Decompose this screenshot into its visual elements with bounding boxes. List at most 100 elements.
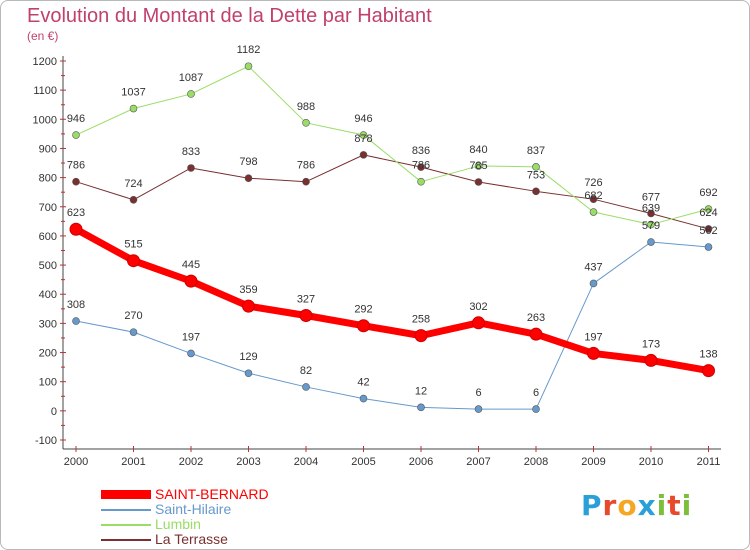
series-line-la-terrasse — [75, 154, 709, 230]
data-point — [187, 164, 195, 172]
data-label: 197 — [584, 331, 602, 343]
data-label: 833 — [182, 146, 200, 158]
data-point — [359, 394, 368, 403]
x-tick-label: 2002 — [179, 456, 203, 468]
x-tick-label: 2006 — [409, 456, 433, 468]
data-label: 270 — [124, 310, 142, 322]
data-point — [589, 279, 598, 288]
x-tick-label: 2011 — [697, 456, 721, 468]
x-tick-label: 2007 — [466, 456, 490, 468]
data-point — [242, 299, 255, 313]
data-point — [647, 238, 655, 246]
data-label: 138 — [699, 349, 717, 361]
logo-letter: r — [602, 489, 618, 522]
logo-letter: P — [581, 489, 603, 522]
logo-letter: x — [637, 489, 657, 522]
data-point — [644, 353, 658, 367]
chart-subtitle: (en €) — [27, 29, 59, 43]
data-point — [704, 243, 713, 251]
y-tick-label: 700 — [39, 202, 57, 214]
data-label: 840 — [469, 144, 487, 156]
data-label: 82 — [300, 365, 312, 377]
x-tick-label: 2000 — [64, 456, 88, 468]
data-point — [532, 163, 540, 171]
data-point — [72, 317, 80, 325]
data-point — [244, 174, 253, 182]
x-tick-label: 2010 — [639, 456, 663, 468]
data-point — [417, 177, 425, 186]
data-point — [357, 319, 370, 333]
data-point — [417, 403, 425, 412]
data-label: 878 — [354, 133, 372, 145]
data-point — [302, 119, 310, 127]
data-label: 173 — [642, 338, 660, 350]
data-label: 515 — [124, 239, 142, 251]
data-label: 837 — [527, 145, 545, 157]
data-point — [187, 90, 195, 98]
data-label: 12 — [415, 385, 427, 397]
data-point — [359, 131, 368, 139]
data-point — [187, 349, 195, 358]
data-label: 624 — [699, 207, 717, 219]
logo-letter: i — [681, 489, 693, 522]
data-label: 1037 — [121, 87, 145, 99]
data-point — [184, 274, 198, 288]
y-tick-label: 1000 — [33, 114, 57, 126]
data-label: 42 — [357, 377, 369, 389]
data-point — [474, 405, 483, 413]
y-tick-label: 200 — [39, 348, 57, 360]
data-point — [589, 208, 598, 216]
data-label: 946 — [354, 113, 372, 125]
legend-label: Lumbin — [155, 516, 201, 532]
data-point — [647, 209, 655, 218]
x-tick-label: 2004 — [294, 456, 318, 468]
data-point — [299, 309, 313, 323]
x-tick-label: 2008 — [524, 456, 548, 468]
y-tick-label: 900 — [39, 143, 57, 155]
data-label: 308 — [67, 299, 85, 311]
data-label: 786 — [297, 160, 315, 172]
data-label: 786 — [412, 160, 430, 172]
data-label: 6 — [475, 387, 481, 399]
data-label: 946 — [67, 113, 85, 125]
data-label: 437 — [584, 261, 602, 273]
data-point — [704, 225, 713, 233]
x-tick-label: 2009 — [581, 456, 605, 468]
data-point — [472, 316, 485, 330]
data-label: 753 — [527, 169, 545, 181]
data-label: 988 — [297, 101, 315, 113]
x-tick-label: 2003 — [236, 456, 260, 468]
data-point — [72, 177, 80, 186]
data-label: 129 — [239, 351, 257, 363]
data-label: 836 — [412, 145, 430, 157]
y-tick-label: 1100 — [33, 85, 57, 97]
y-tick-label: 600 — [39, 231, 57, 243]
data-label: 726 — [584, 177, 602, 189]
proxiti-logo: Proxiti — [581, 489, 692, 522]
y-tick-label: 400 — [39, 289, 57, 301]
data-label: 724 — [124, 178, 142, 190]
data-point — [702, 364, 715, 378]
legend-label: La Terrasse — [155, 531, 228, 547]
data-point — [414, 329, 428, 343]
data-label: 682 — [584, 190, 602, 202]
data-label: 445 — [182, 259, 200, 271]
data-label: 197 — [182, 331, 200, 343]
data-label: 639 — [642, 203, 660, 215]
legend-swatch — [101, 509, 151, 511]
series-line-saint-hilaire — [75, 241, 709, 410]
series-line-saint-bernard — [72, 225, 712, 375]
data-point — [244, 62, 253, 71]
series-line-lumbin — [75, 65, 709, 226]
y-tick-label: 500 — [39, 260, 57, 272]
data-label: 579 — [642, 220, 660, 232]
data-label: 785 — [469, 160, 487, 172]
legend-label: Saint-Hilaire — [155, 501, 232, 517]
data-point — [244, 369, 253, 378]
data-label: 692 — [699, 187, 717, 199]
data-label: 1087 — [179, 72, 203, 84]
data-label: 302 — [469, 301, 487, 313]
data-label: 292 — [354, 304, 372, 316]
legend-swatch — [101, 490, 151, 499]
